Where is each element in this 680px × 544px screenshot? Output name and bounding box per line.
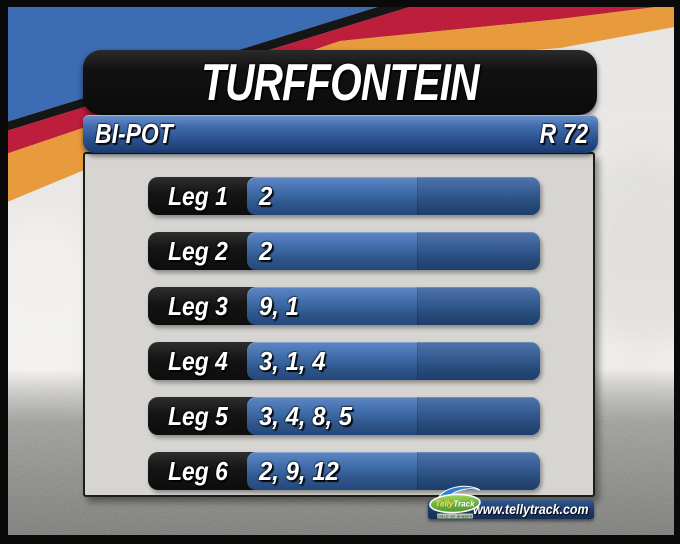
leg-selections-box: 9, 1 — [247, 287, 540, 325]
leg-label-box: Leg 2 — [148, 232, 247, 270]
leg-label: Leg 3 — [167, 290, 228, 321]
bet-type-label: BI-POT — [95, 118, 173, 149]
leg-label: Leg 6 — [167, 455, 228, 486]
leg-row: Leg 3 9, 1 — [148, 287, 540, 325]
tellytrack-logo: TellyTrack WORLD OF WINNERS — [424, 481, 498, 525]
leg-selections-box: 2 — [247, 232, 540, 270]
logo-pill — [429, 493, 481, 514]
leg-label: Leg 2 — [167, 235, 228, 266]
leg-row: Leg 4 3, 1, 4 — [148, 342, 540, 380]
leg-label: Leg 4 — [167, 345, 228, 376]
cloud — [0, 220, 95, 380]
pool-bar: BI-POT R 72 — [83, 115, 598, 153]
leg-selections: 2 — [259, 236, 273, 266]
leg-row: Leg 5 3, 4, 8, 5 — [148, 397, 540, 435]
leg-row: Leg 6 2, 9, 12 — [148, 452, 540, 490]
leg-selections: 9, 1 — [259, 291, 299, 321]
leg-selections-box: 3, 1, 4 — [247, 342, 540, 380]
stripe-red — [0, 0, 680, 156]
leg-label: Leg 1 — [167, 180, 228, 211]
leg-selections-box: 2, 9, 12 — [247, 452, 540, 490]
track-name: TURFFONTEIN — [201, 53, 479, 112]
leg-label-box: Leg 6 — [148, 452, 247, 490]
leg-selections: 3, 1, 4 — [259, 346, 326, 376]
leg-selections: 2 — [259, 181, 273, 211]
leg-label-box: Leg 5 — [148, 397, 247, 435]
leg-label-box: Leg 4 — [148, 342, 247, 380]
leg-label: Leg 5 — [167, 400, 228, 431]
stripe-orange — [0, 4, 680, 205]
leg-selections-box: 3, 4, 8, 5 — [247, 397, 540, 435]
cloud — [575, 155, 680, 345]
leg-selections: 3, 4, 8, 5 — [259, 401, 353, 431]
logo-tagline: WORLD OF WINNERS — [435, 514, 475, 518]
tellytrack-logo-art: TellyTrack WORLD OF WINNERS — [429, 485, 481, 519]
title-bar: TURFFONTEIN — [83, 50, 597, 115]
leg-label-box: Leg 3 — [148, 287, 247, 325]
logo-name: TellyTrack — [435, 500, 475, 509]
website-url: www.tellytrack.com — [473, 502, 589, 517]
leg-selections-box: 2 — [247, 177, 540, 215]
leg-label-box: Leg 1 — [148, 177, 247, 215]
leg-row: Leg 1 2 — [148, 177, 540, 215]
logo-tagline-strip — [437, 513, 473, 519]
leg-row: Leg 2 2 — [148, 232, 540, 270]
race-number-label: R 72 — [539, 118, 588, 149]
leg-selections: 2, 9, 12 — [259, 456, 339, 486]
